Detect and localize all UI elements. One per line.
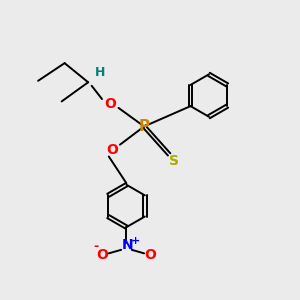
Text: O: O	[104, 98, 116, 111]
Text: O: O	[106, 143, 118, 157]
Text: O: O	[96, 248, 108, 262]
Text: N: N	[122, 238, 134, 252]
Text: P: P	[139, 119, 150, 134]
Text: O: O	[145, 248, 157, 262]
Text: +: +	[131, 236, 140, 246]
Text: H: H	[95, 66, 106, 80]
Text: S: S	[169, 154, 179, 168]
Text: -: -	[93, 240, 98, 254]
